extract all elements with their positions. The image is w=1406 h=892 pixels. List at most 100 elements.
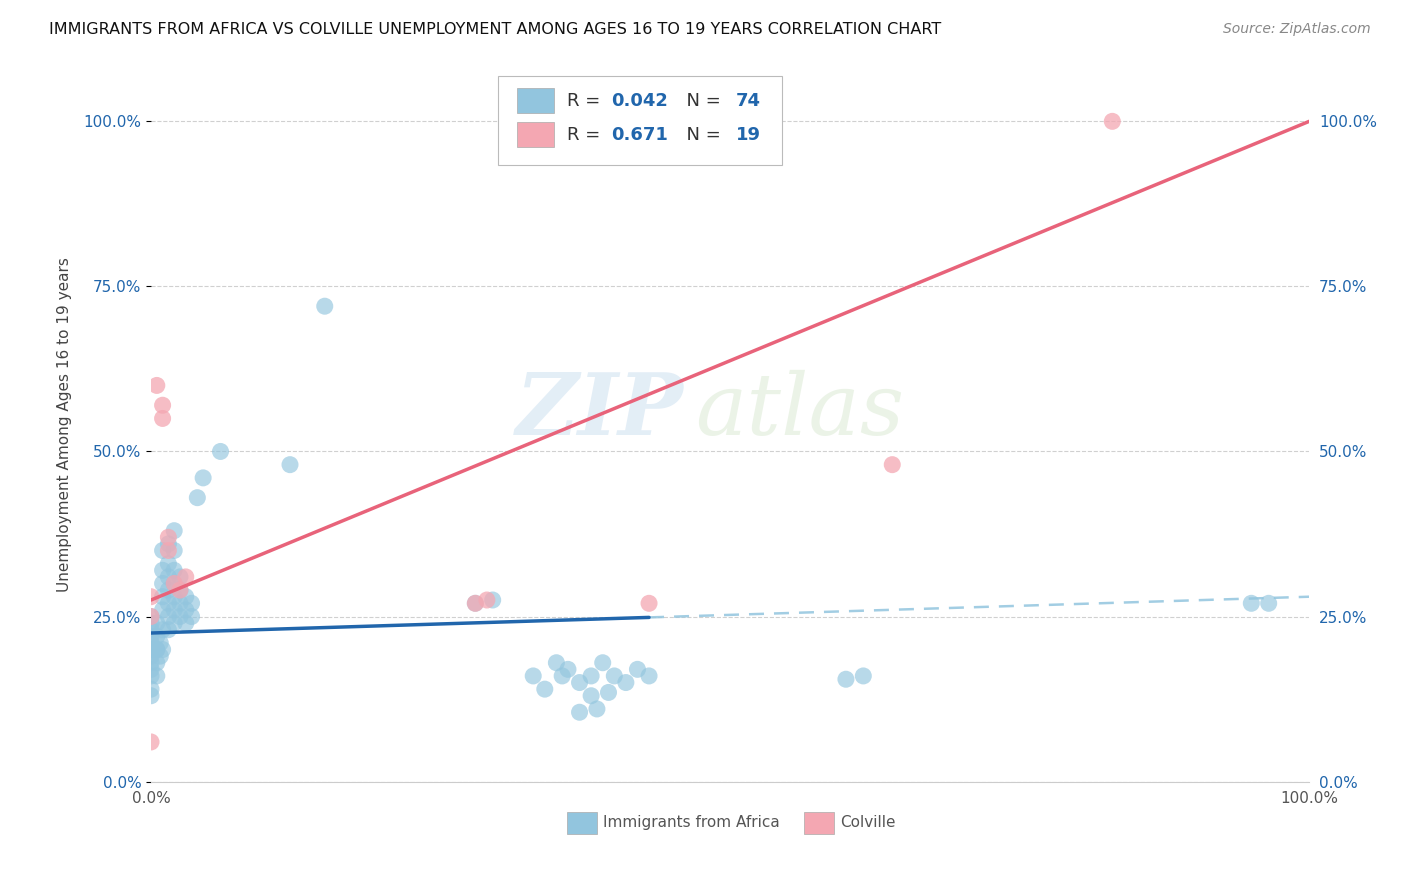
- Text: 0.671: 0.671: [610, 126, 668, 144]
- Point: [157, 557, 180, 571]
- Point: [174, 590, 197, 604]
- Point: [650, 114, 672, 128]
- Point: [180, 596, 202, 610]
- Point: [191, 471, 214, 485]
- FancyBboxPatch shape: [517, 88, 554, 113]
- Point: [579, 689, 602, 703]
- Point: [152, 398, 174, 412]
- Point: [152, 576, 174, 591]
- Point: [169, 583, 191, 598]
- Point: [146, 378, 169, 392]
- Point: [835, 672, 858, 686]
- Point: [163, 603, 186, 617]
- Point: [174, 616, 197, 631]
- Text: N =: N =: [675, 92, 725, 110]
- Point: [169, 609, 191, 624]
- FancyBboxPatch shape: [499, 76, 782, 165]
- Point: [638, 596, 661, 610]
- Point: [163, 524, 186, 538]
- Point: [146, 656, 169, 670]
- Point: [852, 669, 875, 683]
- Point: [152, 642, 174, 657]
- Point: [152, 590, 174, 604]
- Point: [1257, 596, 1279, 610]
- Text: ZIP: ZIP: [516, 369, 683, 452]
- Point: [174, 603, 197, 617]
- Point: [139, 662, 162, 676]
- Text: Source: ZipAtlas.com: Source: ZipAtlas.com: [1223, 22, 1371, 37]
- Point: [149, 649, 172, 664]
- Point: [139, 609, 162, 624]
- Text: 0.042: 0.042: [610, 92, 668, 110]
- Point: [180, 609, 202, 624]
- Point: [579, 669, 602, 683]
- Point: [157, 583, 180, 598]
- Point: [157, 543, 180, 558]
- Point: [551, 669, 574, 683]
- Point: [568, 705, 591, 719]
- Point: [139, 649, 162, 664]
- Text: IMMIGRANTS FROM AFRICA VS COLVILLE UNEMPLOYMENT AMONG AGES 16 TO 19 YEARS CORREL: IMMIGRANTS FROM AFRICA VS COLVILLE UNEMP…: [49, 22, 942, 37]
- Point: [163, 576, 186, 591]
- Text: Immigrants from Africa: Immigrants from Africa: [603, 815, 779, 830]
- Point: [139, 629, 162, 643]
- Point: [146, 642, 169, 657]
- Point: [163, 563, 186, 577]
- Point: [163, 616, 186, 631]
- Point: [598, 685, 620, 699]
- Point: [546, 656, 568, 670]
- Point: [139, 616, 162, 631]
- Point: [174, 570, 197, 584]
- Point: [146, 669, 169, 683]
- Text: N =: N =: [675, 126, 725, 144]
- Point: [592, 656, 614, 670]
- Point: [522, 669, 544, 683]
- Point: [157, 596, 180, 610]
- Point: [626, 662, 648, 676]
- Text: R =: R =: [567, 126, 606, 144]
- Point: [139, 656, 162, 670]
- Point: [146, 616, 169, 631]
- Text: atlas: atlas: [696, 369, 904, 452]
- Text: 19: 19: [735, 126, 761, 144]
- Point: [614, 675, 637, 690]
- Point: [157, 537, 180, 551]
- Point: [152, 543, 174, 558]
- Point: [1101, 114, 1123, 128]
- Point: [139, 689, 162, 703]
- Point: [146, 642, 169, 657]
- FancyBboxPatch shape: [567, 812, 598, 834]
- Point: [139, 623, 162, 637]
- Point: [139, 609, 162, 624]
- Point: [278, 458, 301, 472]
- Point: [139, 669, 162, 683]
- Point: [481, 593, 503, 607]
- Point: [882, 458, 904, 472]
- Point: [314, 299, 336, 313]
- Point: [139, 590, 162, 604]
- Y-axis label: Unemployment Among Ages 16 to 19 years: Unemployment Among Ages 16 to 19 years: [58, 258, 72, 592]
- Point: [568, 675, 591, 690]
- Point: [209, 444, 232, 458]
- Point: [157, 609, 180, 624]
- Point: [139, 735, 162, 749]
- Text: Colville: Colville: [841, 815, 896, 830]
- Point: [1240, 596, 1263, 610]
- Point: [464, 596, 486, 610]
- Point: [638, 669, 661, 683]
- Point: [149, 636, 172, 650]
- Point: [152, 603, 174, 617]
- Point: [603, 669, 626, 683]
- FancyBboxPatch shape: [517, 122, 554, 147]
- FancyBboxPatch shape: [804, 812, 834, 834]
- Point: [533, 682, 555, 697]
- Point: [157, 530, 180, 544]
- Point: [152, 623, 174, 637]
- Point: [186, 491, 208, 505]
- Text: 74: 74: [735, 92, 761, 110]
- Point: [146, 629, 169, 643]
- Point: [163, 590, 186, 604]
- Point: [464, 596, 486, 610]
- Point: [163, 543, 186, 558]
- Point: [152, 411, 174, 425]
